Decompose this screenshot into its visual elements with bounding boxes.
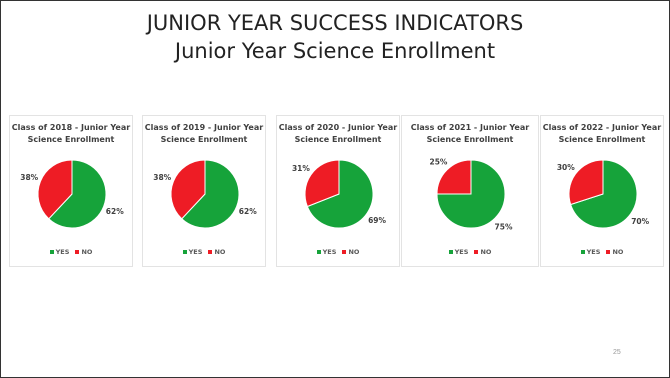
legend-swatch: [208, 250, 213, 254]
chart-legend: YES NO: [402, 248, 538, 256]
chart-title: Class of 2018 - Junior Year Science Enrol…: [10, 122, 132, 146]
pie-chart: 62% 38%: [20, 159, 124, 229]
slide-title-line2: Junior Year Science Enrollment: [174, 39, 496, 63]
legend-label: YES: [188, 248, 203, 256]
pie-chart-panel: Class of 2020 - Junior Year Science Enrol…: [276, 115, 400, 267]
slide-title-line1: JUNIOR YEAR SUCCESS INDICATORS: [146, 11, 524, 35]
legend-label: NO: [348, 248, 360, 256]
pie-data-label: 38%: [153, 173, 171, 182]
legend-swatch: [342, 250, 347, 254]
legend-item-yes: YES: [580, 248, 601, 256]
pie-data-label: 70%: [631, 217, 649, 226]
pie-slice-no: [568, 159, 604, 206]
chart-title-line1: Class of 2020 - Junior Year: [278, 123, 398, 132]
chart-title: Class of 2020 - Junior Year Science Enrol…: [277, 122, 399, 146]
slide-title: JUNIOR YEAR SUCCESS INDICATORS Junior Ye…: [1, 9, 669, 65]
chart-title: Class of 2019 - Junior Year Science Enrol…: [143, 122, 265, 146]
legend-item-no: NO: [342, 248, 359, 256]
pie-chart: 70% 30%: [557, 159, 650, 229]
legend-label: NO: [480, 248, 492, 256]
legend-swatch: [448, 250, 453, 254]
legend-item-no: NO: [606, 248, 623, 256]
chart-title: Class of 2022 - Junior Year Science Enrol…: [541, 122, 663, 146]
pie-data-label: 30%: [557, 163, 575, 172]
legend-swatch: [474, 250, 479, 254]
pie-data-label: 75%: [495, 223, 513, 232]
chart-title-line2: Science Enrollment: [558, 135, 646, 144]
pie-chart-panel: Class of 2021 - Junior Year Science Enrol…: [401, 115, 539, 267]
legend-item-yes: YES: [49, 248, 70, 256]
pie-slice-no: [304, 159, 340, 208]
chart-title-line2: Science Enrollment: [160, 135, 248, 144]
pie-slice-yes: [181, 159, 240, 229]
pie-slice-no: [37, 159, 73, 220]
pie-data-label: 38%: [20, 173, 38, 182]
chart-legend: YES NO: [143, 248, 265, 256]
pie-slice-no: [170, 159, 206, 220]
chart-title-line1: Class of 2019 - Junior Year: [144, 123, 264, 132]
legend-label: NO: [612, 248, 624, 256]
pie-chart-panel: Class of 2019 - Junior Year Science Enrol…: [142, 115, 266, 267]
pie-slice-yes: [306, 159, 374, 229]
pie-data-label: 62%: [239, 207, 257, 216]
pie-chart-panel: Class of 2018 - Junior Year Science Enrol…: [9, 115, 133, 267]
legend-label: YES: [322, 248, 337, 256]
legend-swatch: [316, 250, 321, 254]
legend-item-yes: YES: [316, 248, 337, 256]
chart-title-line1: Class of 2022 - Junior Year: [542, 123, 662, 132]
pie-slice-no: [436, 159, 472, 195]
page-number: 25: [613, 349, 621, 356]
legend-item-yes: YES: [448, 248, 469, 256]
legend-swatch: [580, 250, 585, 254]
legend-label: NO: [81, 248, 93, 256]
chart-title-line1: Class of 2018 - Junior Year: [11, 123, 131, 132]
chart-legend: YES NO: [10, 248, 132, 256]
chart-legend: YES NO: [541, 248, 663, 256]
legend-item-no: NO: [474, 248, 491, 256]
chart-legend: YES NO: [277, 248, 399, 256]
chart-title-line2: Science Enrollment: [426, 135, 514, 144]
chart-title-line2: Science Enrollment: [294, 135, 382, 144]
charts-row: Class of 2018 - Junior Year Science Enrol…: [9, 115, 664, 267]
pie-slice-yes: [570, 159, 638, 229]
legend-swatch: [182, 250, 187, 254]
legend-label: NO: [214, 248, 226, 256]
legend-item-no: NO: [75, 248, 92, 256]
chart-title-line1: Class of 2021 - Junior Year: [410, 123, 530, 132]
legend-item-yes: YES: [182, 248, 203, 256]
pie-chart: 62% 38%: [153, 159, 257, 229]
legend-swatch: [49, 250, 54, 254]
pie-chart: 69% 31%: [292, 159, 387, 229]
pie-slice-yes: [48, 159, 107, 229]
legend-swatch: [75, 250, 80, 254]
pie-data-label: 62%: [106, 207, 124, 216]
legend-label: YES: [55, 248, 70, 256]
legend-label: YES: [454, 248, 469, 256]
chart-title-line2: Science Enrollment: [27, 135, 115, 144]
pie-data-label: 31%: [292, 164, 310, 173]
pie-chart: 75% 25%: [429, 157, 513, 232]
pie-data-label: 69%: [368, 216, 386, 225]
chart-title: Class of 2021 - Junior Year Science Enrol…: [402, 122, 538, 146]
legend-item-no: NO: [208, 248, 225, 256]
pie-data-label: 25%: [429, 157, 447, 166]
legend-label: YES: [586, 248, 601, 256]
pie-chart-panel: Class of 2022 - Junior Year Science Enrol…: [540, 115, 664, 267]
legend-swatch: [606, 250, 611, 254]
